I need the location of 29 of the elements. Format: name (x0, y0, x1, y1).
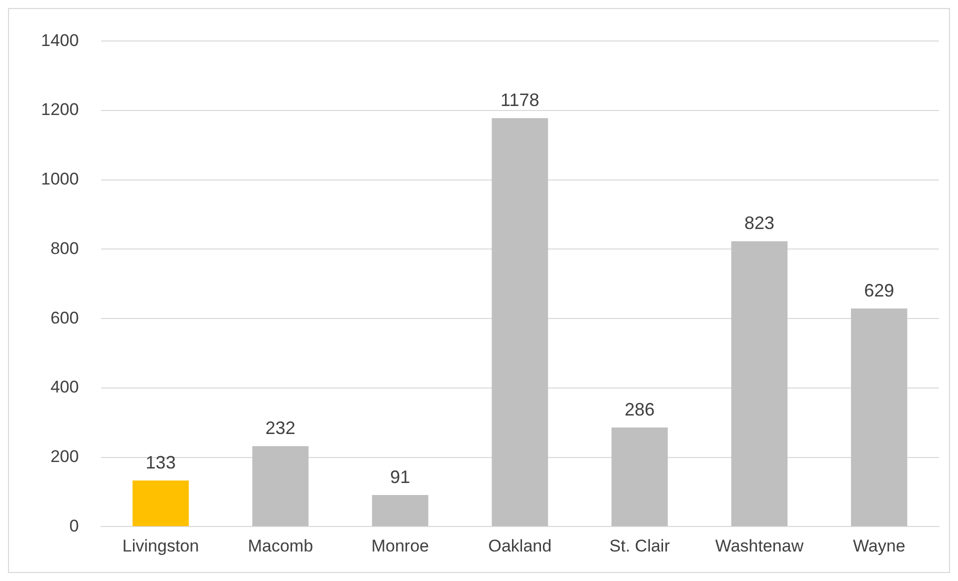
x-tick-label: Oakland (488, 536, 552, 556)
bar (731, 241, 788, 526)
y-tick-label: 600 (50, 308, 79, 328)
y-tick-label: 800 (50, 238, 79, 258)
data-label: 629 (864, 280, 894, 300)
x-tick-label: Wayne (852, 536, 906, 556)
y-tick-label: 400 (50, 378, 79, 397)
y-tick-label: 1200 (40, 100, 79, 120)
data-label: 91 (390, 467, 410, 488)
x-tick-label: Macomb (248, 536, 314, 556)
bar (252, 446, 309, 526)
data-label: 823 (744, 213, 774, 234)
y-tick-label: 1000 (40, 170, 79, 189)
x-tick-label: Livingston (122, 536, 199, 556)
data-label: 286 (624, 399, 655, 420)
data-label: 1178 (500, 90, 540, 110)
y-tick-label: 1400 (40, 30, 79, 50)
bar (492, 118, 548, 526)
x-tick-label: Washtenaw (715, 536, 804, 556)
bar (612, 427, 668, 526)
y-tick-label: 200 (50, 446, 79, 466)
x-tick-label: St. Clair (609, 536, 670, 556)
y-tick-label: 0 (69, 516, 79, 536)
bar (132, 480, 189, 526)
bar (850, 308, 908, 526)
data-label: 133 (146, 452, 176, 472)
x-tick-label: Monroe (371, 536, 429, 556)
data-label: 232 (265, 418, 296, 438)
bar (372, 495, 428, 526)
